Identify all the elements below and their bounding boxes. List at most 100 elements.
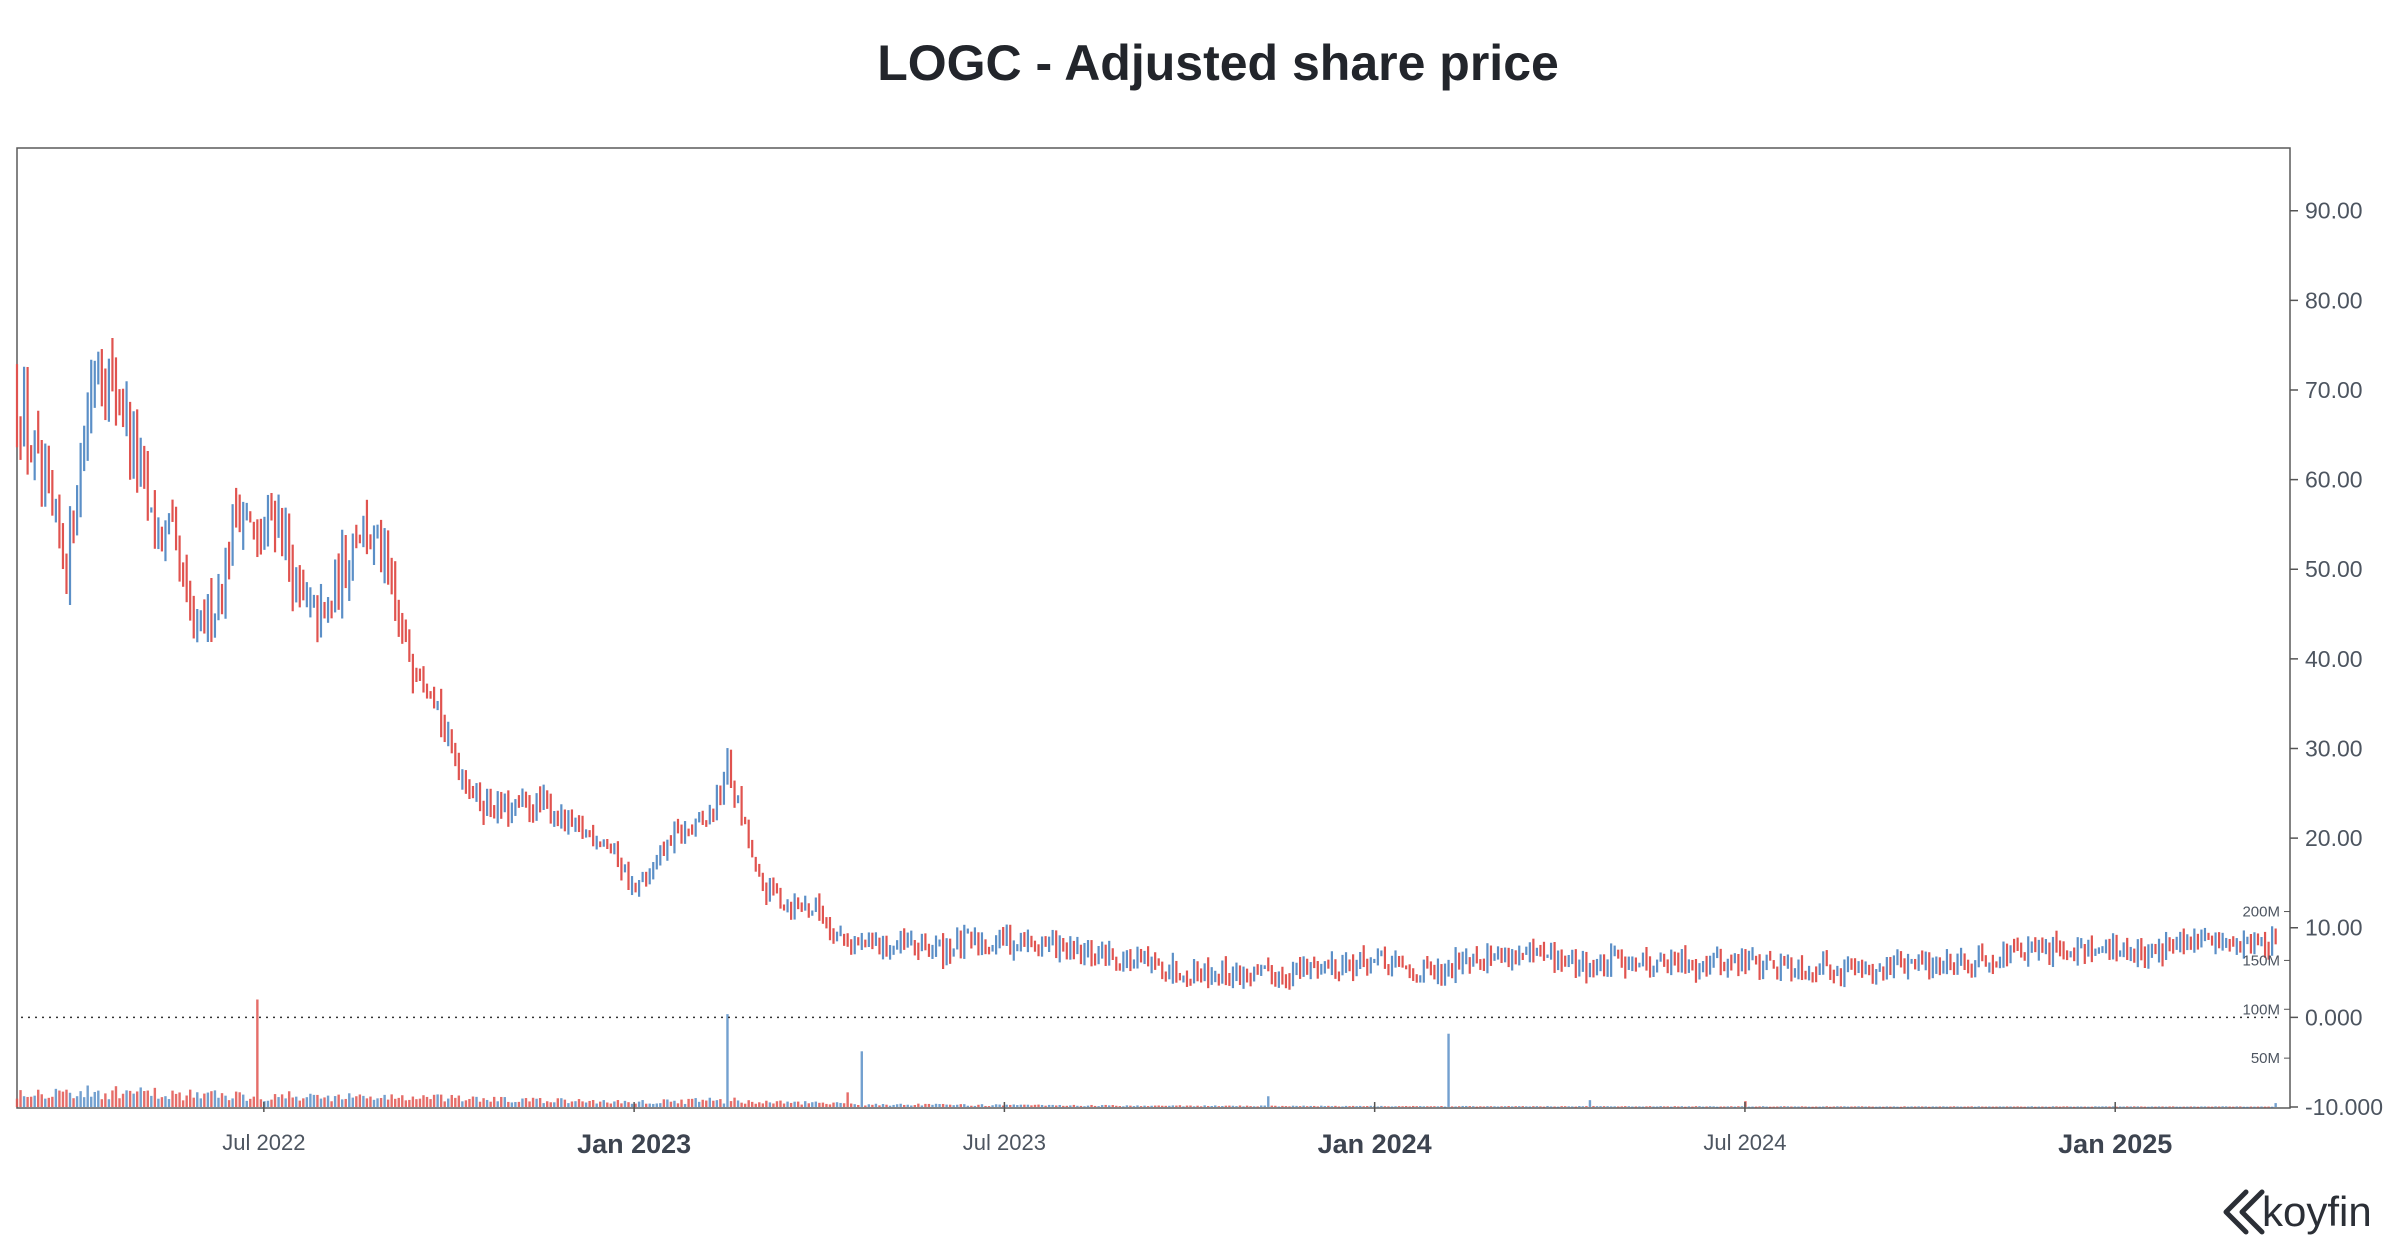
volume-bar [892, 1105, 894, 1107]
volume-bar [1507, 1106, 1509, 1107]
volume-bar [1041, 1105, 1043, 1107]
volume-bar [309, 1094, 311, 1107]
y-tick-label: 70.00 [2305, 377, 2363, 403]
volume-bar [1864, 1107, 1866, 1108]
volume-bar [2246, 1107, 2248, 1108]
volume-bar [1532, 1106, 1534, 1107]
volume-bar [1674, 1106, 1676, 1107]
volume-bar [2112, 1106, 2114, 1107]
volume-bar [200, 1098, 202, 1107]
x-tick-label: Jul 2023 [963, 1130, 1046, 1155]
volume-bar [684, 1104, 686, 1107]
volume-bar [1069, 1105, 1071, 1107]
volume-bar [2200, 1106, 2202, 1107]
volume-bar [175, 1094, 177, 1107]
volume-bar [1228, 1106, 1230, 1107]
volume-bar [182, 1100, 184, 1107]
volume-bar [539, 1098, 541, 1107]
volume-bar [1988, 1106, 1990, 1107]
volume-bar [1727, 1106, 1729, 1107]
volume-bar [345, 1099, 347, 1107]
volume-bar [532, 1098, 534, 1107]
volume-bar [2186, 1107, 2188, 1108]
y-tick-label: 20.00 [2305, 825, 2363, 851]
volume-bar [1946, 1107, 1948, 1108]
volume-bar [793, 1102, 795, 1107]
volume-bar [1472, 1106, 1474, 1107]
volume-bar [2069, 1107, 2071, 1108]
volume-bar [1652, 1106, 1654, 1107]
volume-bar [1051, 1105, 1053, 1107]
volume-bars [16, 1000, 2277, 1108]
volume-bar [19, 1090, 21, 1107]
volume-bar [235, 1092, 237, 1107]
volume-bar [104, 1093, 106, 1107]
volume-bar [1854, 1106, 1856, 1107]
volume-bar [1419, 1106, 1421, 1107]
volume-bar [769, 1102, 771, 1107]
volume-bar [518, 1102, 520, 1107]
volume-bar [553, 1102, 555, 1107]
volume-bar [1790, 1106, 1792, 1107]
volume-bar [164, 1096, 166, 1107]
volume-bar [1200, 1106, 1202, 1107]
volume-bar [115, 1086, 117, 1107]
volume-bar [1341, 1106, 1343, 1107]
volume-bar [557, 1098, 559, 1107]
volume-bar [486, 1100, 488, 1107]
volume-bar [270, 1100, 272, 1107]
volume-bar [1695, 1106, 1697, 1107]
volume-bar [1447, 1034, 1449, 1107]
volume-bar [673, 1101, 675, 1107]
volume-bar [875, 1104, 877, 1107]
volume-bar [1048, 1105, 1050, 1107]
volume-bar [1645, 1106, 1647, 1107]
volume-bar [390, 1094, 392, 1107]
volume-bar [44, 1099, 46, 1107]
volume-bar [931, 1105, 933, 1107]
volume-bar [472, 1096, 474, 1107]
volume-bar [451, 1095, 453, 1107]
volume-bar [2207, 1107, 2209, 1108]
volume-bar [1748, 1107, 1750, 1108]
volume-bar [836, 1102, 838, 1107]
volume-bar [712, 1101, 714, 1107]
volume-bar [1716, 1107, 1718, 1108]
volume-bar [2253, 1107, 2255, 1108]
volume-bar [928, 1104, 930, 1107]
volume-bar [348, 1093, 350, 1107]
volume-bar [1995, 1107, 1997, 1108]
volume-bar [1037, 1105, 1039, 1107]
volume-bar [55, 1089, 57, 1107]
volume-bar [1355, 1106, 1357, 1107]
volume-bar [157, 1099, 159, 1107]
volume-bar [1087, 1106, 1089, 1107]
volume-bar [719, 1099, 721, 1107]
volume-bar [1150, 1106, 1152, 1107]
y-tick-label: 30.00 [2305, 735, 2363, 761]
volume-bar [1009, 1105, 1011, 1107]
volume-bar [1765, 1107, 1767, 1108]
volume-bar [479, 1102, 481, 1107]
brand-name: koyfin [2262, 1188, 2372, 1235]
volume-bar [458, 1096, 460, 1107]
volume-bar [1444, 1107, 1446, 1108]
volume-bar [2271, 1107, 2273, 1108]
volume-bar [1568, 1106, 1570, 1107]
volume-bar [1324, 1106, 1326, 1107]
volume-bar [1242, 1106, 1244, 1107]
volume-bar [1762, 1106, 1764, 1107]
volume-bar [337, 1095, 339, 1107]
volume-bar [1108, 1105, 1110, 1107]
volume-bar [1773, 1107, 1775, 1108]
x-tick-label: Jul 2022 [222, 1130, 305, 1155]
volume-bar [620, 1103, 622, 1107]
volume-bar [702, 1100, 704, 1107]
volume-bar [1430, 1106, 1432, 1107]
volume-bar [1981, 1107, 1983, 1108]
volume-bar [751, 1102, 753, 1107]
volume-bar [2066, 1106, 2068, 1107]
volume-bar [663, 1099, 665, 1107]
volume-bar [2161, 1106, 2163, 1107]
volume-bar [475, 1097, 477, 1107]
